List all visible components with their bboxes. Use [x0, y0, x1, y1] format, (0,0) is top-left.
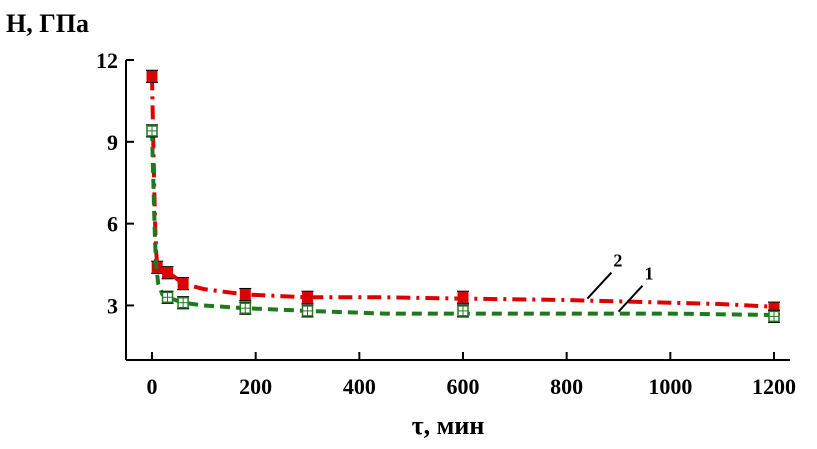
data-point-2	[177, 277, 190, 291]
data-point-1	[457, 304, 469, 318]
annotation-leader-1	[617, 284, 644, 313]
x-tick-label: 600	[447, 374, 480, 399]
y-tick-label: 12	[96, 48, 118, 73]
data-point-1	[177, 296, 190, 310]
x-tick-label: 400	[343, 374, 376, 399]
series-2	[146, 69, 780, 315]
curve-label-1: 1	[645, 264, 654, 284]
x-tick-label: 200	[239, 374, 272, 399]
y-tick-label: 9	[107, 130, 118, 155]
data-point-2	[146, 69, 158, 83]
data-point-1	[301, 304, 314, 318]
data-point-2	[457, 290, 469, 304]
x-tick-label: 1200	[752, 374, 796, 399]
chart-series	[146, 69, 780, 323]
series-line-2	[150, 76, 775, 309]
data-point-2	[161, 266, 174, 280]
data-point-2	[301, 290, 314, 304]
x-tick-label: 0	[147, 374, 158, 399]
y-axis-title: H, ГПа	[6, 9, 89, 38]
x-axis-title: τ, мин	[412, 411, 485, 440]
data-point-1	[768, 309, 780, 323]
data-point-1	[161, 290, 174, 304]
data-point-2	[239, 287, 252, 302]
series-line-1	[150, 130, 775, 317]
chart-labels: H, ГПа τ, мин 2 1	[6, 9, 654, 440]
annotation-leader-2	[586, 271, 613, 300]
x-tick-label: 800	[550, 374, 583, 399]
series-1	[146, 124, 780, 323]
curve-label-2: 2	[613, 251, 622, 271]
data-point-1	[239, 301, 252, 315]
y-tick-label: 3	[107, 293, 118, 318]
x-tick-label: 1000	[648, 374, 692, 399]
data-point-1	[146, 124, 158, 138]
y-tick-label: 6	[107, 212, 118, 237]
